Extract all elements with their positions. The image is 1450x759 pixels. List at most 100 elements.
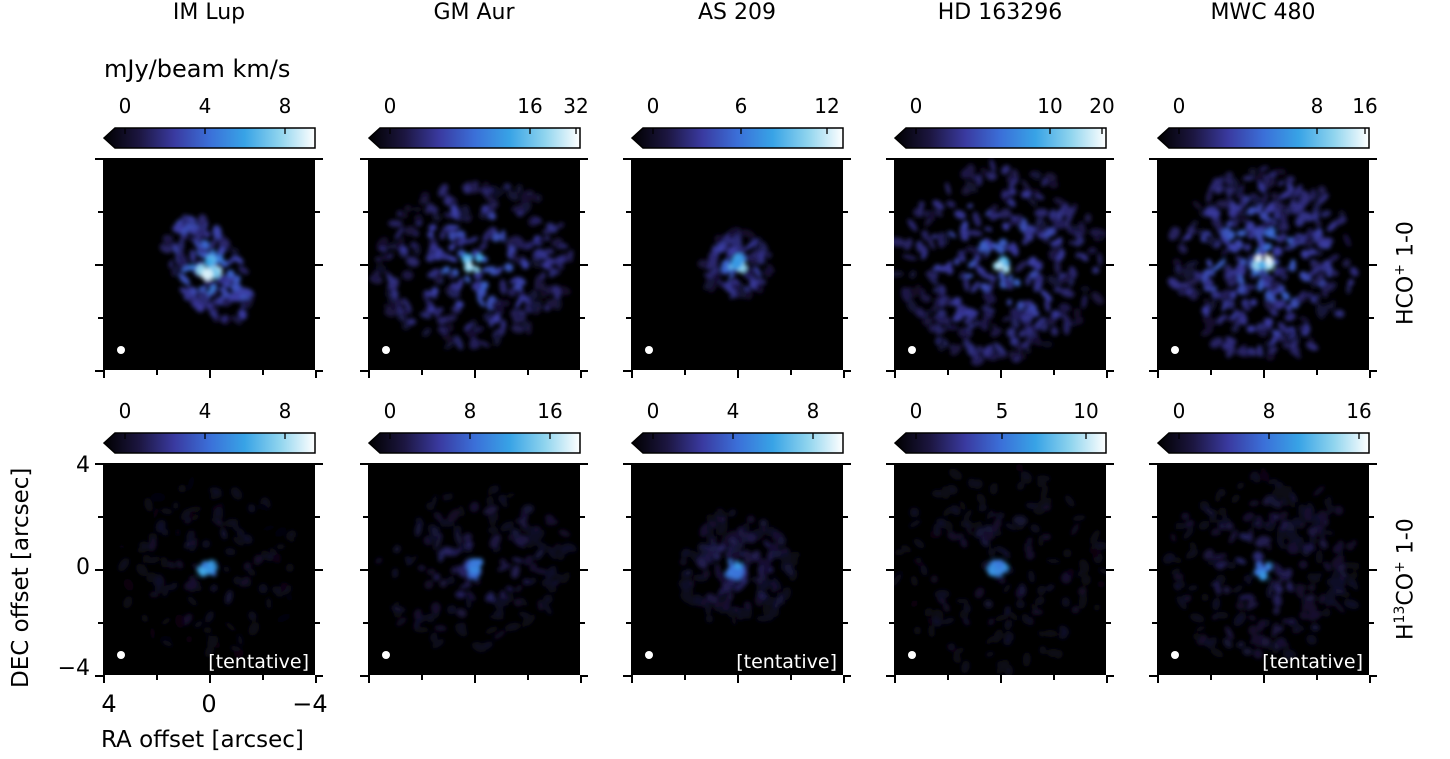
emission-blob <box>1272 246 1283 257</box>
colorbar <box>893 127 1107 149</box>
colorbar-body <box>1156 127 1370 149</box>
emission-blob <box>1261 192 1269 206</box>
emission-blob <box>963 276 970 292</box>
emission-blob <box>1053 649 1063 659</box>
emission-blob <box>534 304 543 315</box>
emission-blob <box>986 172 997 181</box>
emission-blob <box>1284 329 1293 343</box>
emission-blob <box>960 538 968 548</box>
emission-blob <box>539 272 546 280</box>
emission-blob <box>1247 596 1256 608</box>
emission-blob <box>545 565 557 581</box>
emission-blob <box>1168 553 1176 562</box>
emission-blob <box>178 484 187 493</box>
emission-blob <box>1323 561 1331 572</box>
colorbar-gradient <box>630 432 844 454</box>
emission-blob <box>916 557 922 564</box>
emission-blob <box>426 568 436 576</box>
emission-blob <box>1285 175 1295 184</box>
axis-tick <box>886 463 894 465</box>
emission-blob <box>402 297 412 312</box>
emission-blob <box>1217 289 1232 300</box>
emission-blob <box>219 286 231 297</box>
panel-im-lup-row2: [tentative] <box>103 463 315 675</box>
emission-blob <box>534 548 545 560</box>
emission-blob <box>1349 266 1359 277</box>
axis-tick <box>1106 622 1111 624</box>
emission-blob <box>729 228 739 240</box>
column-title-as-209: AS 209 <box>698 0 776 25</box>
axis-tick <box>98 211 103 213</box>
emission-blob <box>433 536 443 551</box>
emission-blob <box>1207 558 1223 566</box>
emission-blob <box>406 318 417 326</box>
emission-core <box>727 559 733 565</box>
emission-blob <box>523 241 535 250</box>
emission-blob <box>528 300 542 311</box>
column-title-mwc-480: MWC 480 <box>1210 0 1316 25</box>
emission-blob <box>1031 336 1043 346</box>
row-label-isotope: 13 <box>1392 605 1408 624</box>
emission-blob <box>1225 221 1234 227</box>
emission-blob <box>1226 561 1236 569</box>
emission-blob <box>1091 291 1104 305</box>
emission-blob <box>1278 284 1286 292</box>
emission-blob <box>757 251 766 260</box>
emission-blob <box>1236 229 1247 237</box>
emission-blob <box>238 265 249 275</box>
emission-blob <box>707 523 714 539</box>
x-tick-label: 0 <box>201 690 217 718</box>
emission-blob <box>1182 267 1196 280</box>
emission-blob <box>247 568 256 576</box>
emission-blob <box>1014 260 1028 272</box>
emission-blob <box>902 254 918 261</box>
emission-blob <box>1271 289 1280 297</box>
emission-blob <box>1330 568 1339 583</box>
colorbar-tick-label: 4 <box>198 94 212 118</box>
emission-blob <box>1213 185 1224 194</box>
emission-blob <box>756 256 766 265</box>
emission-blob <box>922 294 932 303</box>
emission-blob <box>1212 597 1221 611</box>
axis-tick <box>623 675 631 677</box>
axis-tick <box>886 569 894 571</box>
emission-blob <box>450 566 459 575</box>
emission-blob <box>447 605 457 615</box>
emission-blob <box>500 521 514 532</box>
emission-blob <box>788 551 794 560</box>
emission-blob <box>967 229 983 237</box>
emission-blob <box>1226 345 1236 358</box>
emission-blob <box>209 250 217 256</box>
axis-tick <box>360 675 368 677</box>
emission-blob <box>751 577 760 582</box>
emission-blob <box>746 515 755 524</box>
emission-blob <box>384 303 393 318</box>
emission-blob <box>186 215 197 224</box>
emission-blob <box>1277 511 1289 521</box>
emission-blob <box>1285 304 1292 311</box>
emission-blob <box>1254 537 1268 548</box>
emission-blob <box>240 577 250 587</box>
emission-blob <box>1285 206 1294 215</box>
emission-blob <box>1243 243 1252 252</box>
emission-blob <box>1318 593 1326 604</box>
emission-blob <box>438 316 448 325</box>
axis-tick <box>843 264 851 266</box>
emission-blob <box>531 577 537 583</box>
emission-blob <box>139 541 150 550</box>
emission-blob <box>443 212 453 219</box>
emission-blob <box>238 287 254 297</box>
emission-blob <box>1093 604 1101 611</box>
emission-blob <box>1306 228 1315 237</box>
emission-blob <box>1018 352 1026 360</box>
emission-blob <box>230 645 241 652</box>
emission-blob <box>493 331 502 347</box>
emission-blob <box>486 496 495 506</box>
emission-blob <box>697 259 709 269</box>
emission-blob <box>1041 533 1052 541</box>
axis-tick <box>421 370 423 375</box>
emission-blob <box>447 492 453 501</box>
emission-blob <box>1272 168 1287 176</box>
emission-blob <box>437 325 449 335</box>
colorbar-tick-label: 0 <box>646 399 660 423</box>
